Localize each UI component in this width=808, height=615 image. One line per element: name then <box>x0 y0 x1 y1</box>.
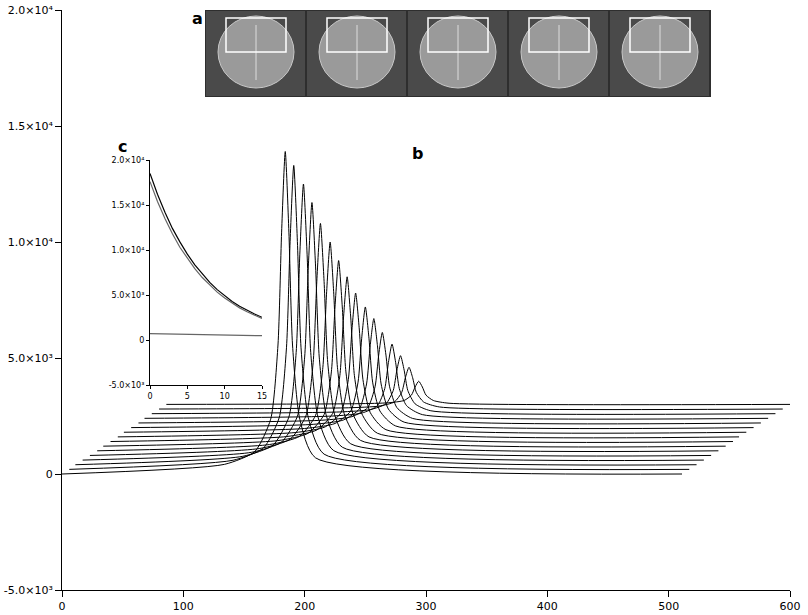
svg-text:200: 200 <box>294 600 315 613</box>
svg-text:1.0×10⁴: 1.0×10⁴ <box>8 236 54 249</box>
svg-text:0: 0 <box>59 600 66 613</box>
svg-text:15: 15 <box>257 392 267 401</box>
svg-text:0: 0 <box>147 392 152 401</box>
svg-text:2.0×10⁴: 2.0×10⁴ <box>8 4 54 17</box>
svg-text:-5.0×10³: -5.0×10³ <box>4 584 53 597</box>
svg-text:b: b <box>412 144 423 163</box>
svg-text:400: 400 <box>537 600 558 613</box>
svg-text:2.0×10⁴: 2.0×10⁴ <box>112 156 145 165</box>
svg-text:0: 0 <box>46 468 53 481</box>
svg-text:1.5×10⁴: 1.5×10⁴ <box>112 201 145 210</box>
svg-text:5: 5 <box>185 392 190 401</box>
svg-text:a: a <box>192 9 203 28</box>
svg-text:100: 100 <box>173 600 194 613</box>
svg-text:300: 300 <box>416 600 437 613</box>
svg-text:1.0×10⁴: 1.0×10⁴ <box>112 246 145 255</box>
svg-text:c: c <box>118 137 127 156</box>
svg-text:5.0×10³: 5.0×10³ <box>112 291 145 300</box>
svg-text:10: 10 <box>220 392 230 401</box>
svg-text:0: 0 <box>139 336 144 345</box>
svg-text:500: 500 <box>658 600 679 613</box>
svg-text:1.5×10⁴: 1.5×10⁴ <box>8 120 54 133</box>
svg-text:5.0×10³: 5.0×10³ <box>8 352 53 365</box>
svg-text:600: 600 <box>780 600 801 613</box>
svg-text:-5.0×10³: -5.0×10³ <box>109 381 145 390</box>
